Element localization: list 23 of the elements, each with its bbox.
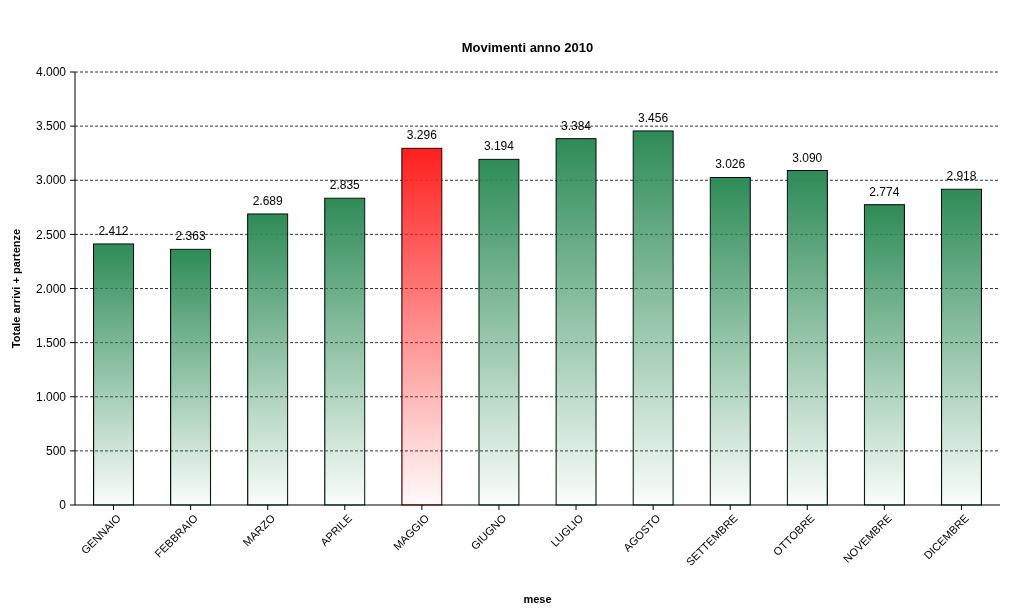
y-tick-label: 0	[59, 498, 67, 513]
chart-title: Movimenti anno 2010	[461, 40, 594, 55]
y-tick-label: 4.000	[35, 65, 67, 80]
y-tick-label: 1.500	[35, 335, 67, 350]
x-axis-title: mese	[523, 593, 552, 605]
y-tick-label: 1.000	[35, 389, 67, 404]
data-label: 3.026	[715, 157, 746, 172]
data-label: 3.456	[638, 110, 669, 125]
data-label: 3.296	[406, 128, 438, 143]
y-tick-label: 3.000	[35, 173, 67, 188]
data-label: 2.918	[946, 169, 977, 184]
data-label: 2.835	[329, 178, 361, 193]
data-label: 2.363	[175, 229, 206, 244]
y-tick-label: 2.000	[35, 281, 67, 296]
data-label: 3.090	[792, 150, 823, 165]
y-tick-label: 2.500	[35, 227, 67, 242]
y-tick-label: 3.500	[35, 119, 67, 134]
data-label: 2.774	[869, 184, 900, 199]
y-axis-title: Totale arrivi + partenze	[10, 228, 22, 349]
data-label: 3.194	[483, 139, 515, 154]
data-label: 2.689	[252, 193, 284, 208]
data-label: 3.384	[561, 118, 592, 133]
y-tick-label: 500	[45, 444, 67, 459]
